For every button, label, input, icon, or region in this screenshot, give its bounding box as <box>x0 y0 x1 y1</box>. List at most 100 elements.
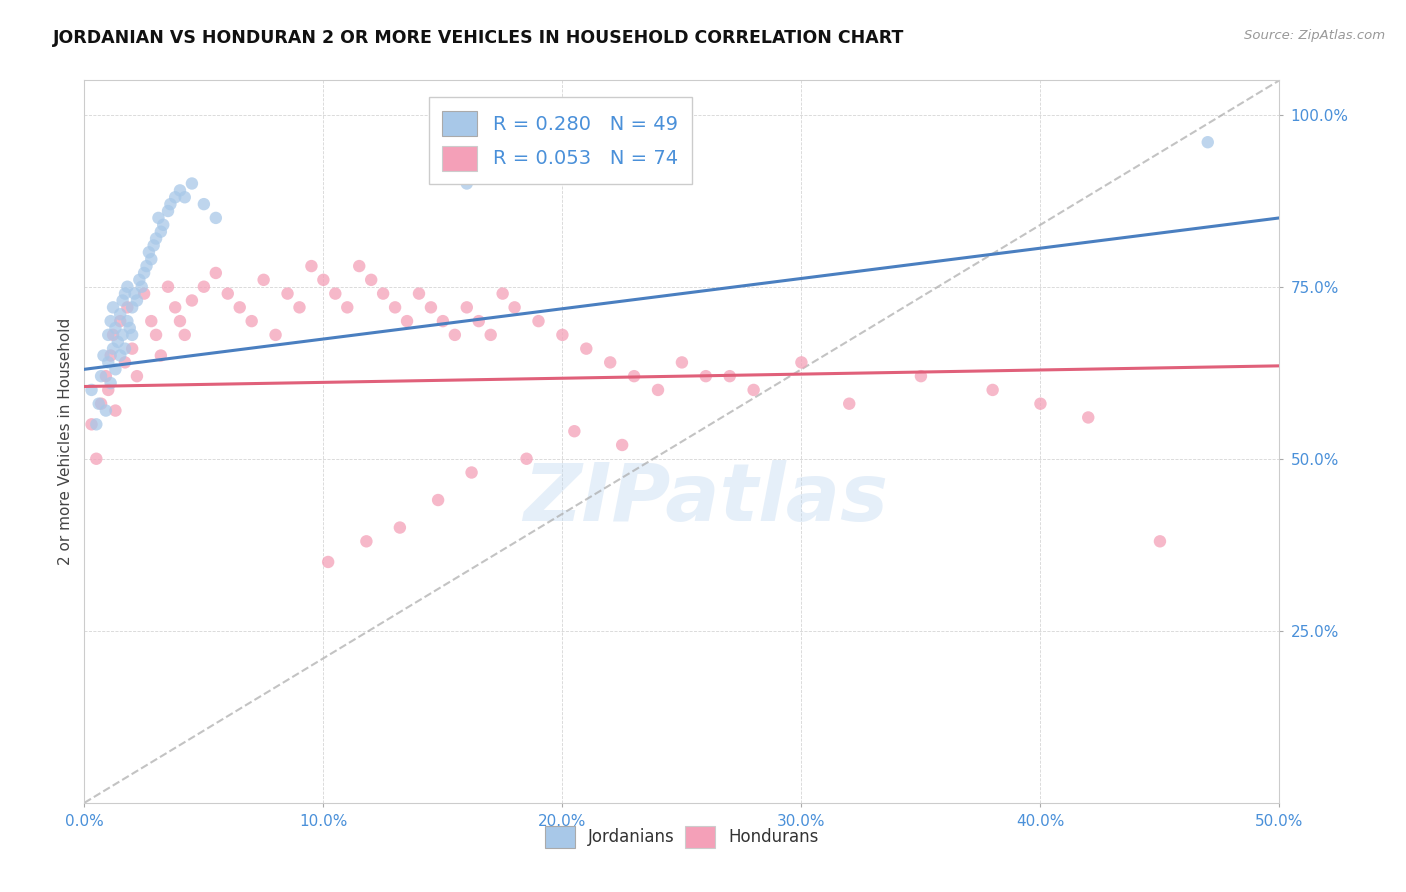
Point <box>460 466 482 480</box>
Point <box>94 369 117 384</box>
Point <box>80 383 103 397</box>
Point <box>181 293 204 308</box>
Point <box>132 286 156 301</box>
Point <box>145 327 167 342</box>
Point <box>551 327 574 342</box>
Point <box>100 349 122 363</box>
Point <box>981 383 1004 397</box>
Point <box>100 314 122 328</box>
Point <box>623 369 645 384</box>
Point <box>193 197 215 211</box>
Point <box>118 321 141 335</box>
Point <box>141 314 163 328</box>
Point <box>125 293 148 308</box>
Point <box>114 342 136 356</box>
Point <box>373 286 395 301</box>
Point <box>356 534 378 549</box>
Point <box>101 342 124 356</box>
Point <box>264 327 287 342</box>
Point <box>104 403 127 417</box>
Point <box>384 301 406 315</box>
Point <box>205 211 228 225</box>
Point <box>301 259 323 273</box>
Point <box>492 286 515 301</box>
Point <box>205 266 228 280</box>
Point <box>97 355 120 369</box>
Point <box>253 273 276 287</box>
Point <box>80 417 103 432</box>
Point <box>87 397 110 411</box>
Point <box>838 397 860 411</box>
Point <box>420 301 443 315</box>
Point <box>169 183 191 197</box>
Point <box>165 190 187 204</box>
Point <box>125 369 148 384</box>
Point <box>101 327 124 342</box>
Point <box>117 279 139 293</box>
Point <box>360 273 382 287</box>
Point <box>312 273 335 287</box>
Point <box>132 266 156 280</box>
Point <box>575 342 598 356</box>
Point <box>718 369 741 384</box>
Point <box>97 383 120 397</box>
Point <box>128 273 150 287</box>
Point <box>121 342 143 356</box>
Point <box>1029 397 1052 411</box>
Legend: Jordanians, Hondurans: Jordanians, Hondurans <box>537 818 827 856</box>
Point <box>94 403 117 417</box>
Point <box>456 301 478 315</box>
Point <box>503 301 526 315</box>
Point <box>444 327 467 342</box>
Point <box>157 279 180 293</box>
Point <box>790 355 813 369</box>
Point <box>456 177 478 191</box>
Point <box>612 438 634 452</box>
Point <box>100 376 122 390</box>
Point <box>110 307 132 321</box>
Point <box>110 349 132 363</box>
Point <box>229 301 252 315</box>
Point <box>910 369 932 384</box>
Point <box>388 520 411 534</box>
Point <box>110 314 132 328</box>
Point <box>316 555 339 569</box>
Point <box>432 314 454 328</box>
Point <box>527 314 550 328</box>
Text: Source: ZipAtlas.com: Source: ZipAtlas.com <box>1244 29 1385 42</box>
Point <box>104 362 127 376</box>
Point <box>564 424 586 438</box>
Point <box>145 231 167 245</box>
Point <box>695 369 717 384</box>
Point <box>148 211 170 225</box>
Point <box>117 301 139 315</box>
Point <box>111 327 134 342</box>
Point <box>90 397 112 411</box>
Point <box>173 327 195 342</box>
Point <box>427 493 450 508</box>
Point <box>114 286 136 301</box>
Point <box>121 327 143 342</box>
Point <box>1077 410 1099 425</box>
Point <box>124 286 146 301</box>
Point <box>1197 135 1219 149</box>
Point <box>135 259 157 273</box>
Point <box>396 314 419 328</box>
Point <box>181 177 204 191</box>
Point <box>90 369 112 384</box>
Point <box>86 451 108 466</box>
Point <box>193 279 215 293</box>
Point <box>479 327 502 342</box>
Point <box>149 225 172 239</box>
Point <box>165 301 187 315</box>
Point <box>114 355 136 369</box>
Point <box>93 349 115 363</box>
Point <box>336 301 359 315</box>
Point <box>142 238 165 252</box>
Point <box>349 259 371 273</box>
Point <box>107 334 129 349</box>
Point <box>325 286 347 301</box>
Point <box>647 383 669 397</box>
Text: JORDANIAN VS HONDURAN 2 OR MORE VEHICLES IN HOUSEHOLD CORRELATION CHART: JORDANIAN VS HONDURAN 2 OR MORE VEHICLES… <box>53 29 905 46</box>
Point <box>97 327 120 342</box>
